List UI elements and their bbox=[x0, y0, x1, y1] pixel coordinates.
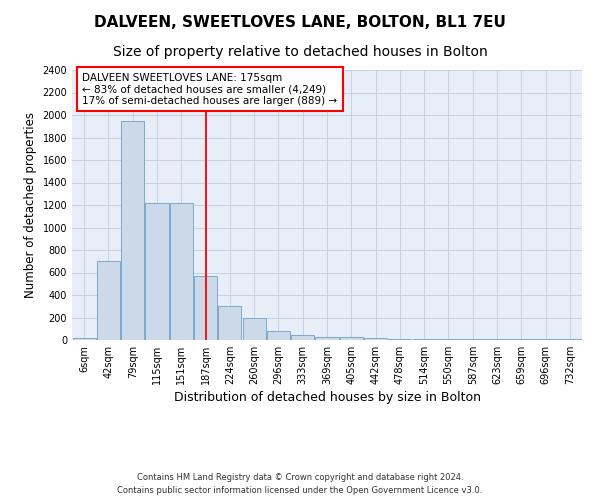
Text: Contains HM Land Registry data © Crown copyright and database right 2024.
Contai: Contains HM Land Registry data © Crown c… bbox=[118, 473, 482, 495]
Text: Size of property relative to detached houses in Bolton: Size of property relative to detached ho… bbox=[113, 45, 487, 59]
Text: DALVEEN SWEETLOVES LANE: 175sqm
← 83% of detached houses are smaller (4,249)
17%: DALVEEN SWEETLOVES LANE: 175sqm ← 83% of… bbox=[82, 72, 337, 106]
Bar bbox=[340, 336, 363, 340]
X-axis label: Distribution of detached houses by size in Bolton: Distribution of detached houses by size … bbox=[173, 391, 481, 404]
Bar bbox=[267, 331, 290, 340]
Bar bbox=[170, 203, 193, 340]
Bar bbox=[145, 203, 169, 340]
Bar bbox=[73, 338, 95, 340]
Y-axis label: Number of detached properties: Number of detached properties bbox=[24, 112, 37, 298]
Bar bbox=[242, 318, 266, 340]
Bar bbox=[291, 335, 314, 340]
Bar bbox=[316, 336, 338, 340]
Bar bbox=[121, 120, 144, 340]
Text: DALVEEN, SWEETLOVES LANE, BOLTON, BL1 7EU: DALVEEN, SWEETLOVES LANE, BOLTON, BL1 7E… bbox=[94, 15, 506, 30]
Bar bbox=[194, 276, 217, 340]
Bar bbox=[218, 306, 241, 340]
Bar bbox=[97, 261, 120, 340]
Bar bbox=[364, 338, 387, 340]
